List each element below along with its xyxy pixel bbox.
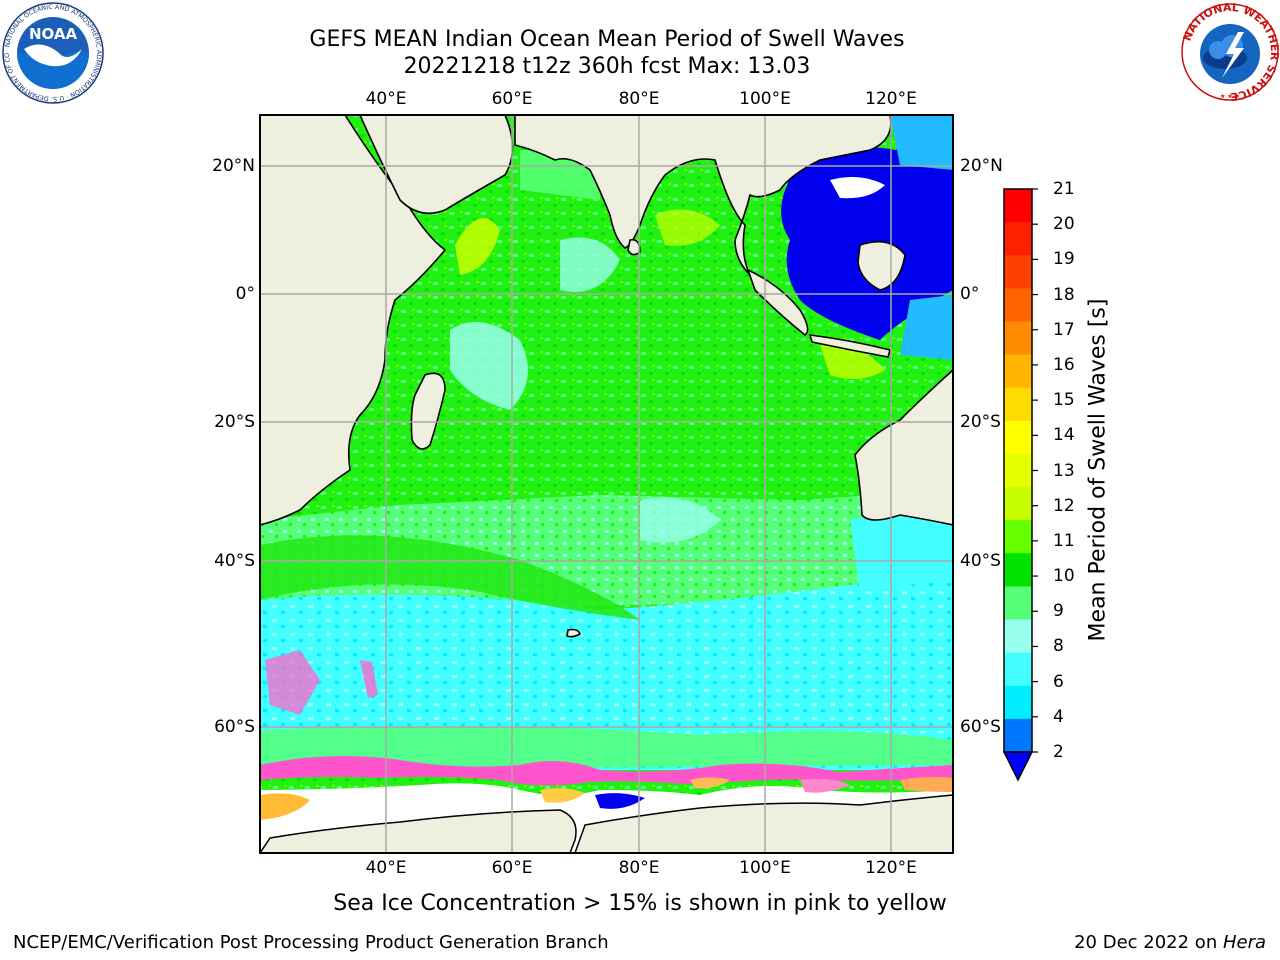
lon-tick-bottom: 40°E: [365, 858, 407, 878]
colorbar-cell: [1004, 189, 1032, 223]
lon-tick-bottom: 100°E: [739, 858, 791, 878]
map-subtitle: 20221218 t12z 360h fcst Max: 13.03: [403, 54, 811, 79]
lat-tick-right: 40°S: [960, 551, 1001, 571]
colorbar-tick-label: 15: [1053, 390, 1075, 411]
india-southeast-asia-land: [514, 115, 892, 276]
gridlines: [260, 115, 953, 853]
lat-tick-left: 40°S: [214, 551, 255, 571]
lat-tick-right: 20°S: [960, 412, 1001, 432]
lat-tick-right: 20°N: [960, 156, 1003, 176]
colorbar-tick-label: 13: [1053, 460, 1075, 481]
colorbar-cell: [1004, 520, 1032, 554]
colorbar-cell: [1004, 255, 1032, 289]
colorbar-tick-label: 17: [1053, 319, 1075, 340]
colorbar-cell: [1004, 321, 1032, 356]
colorbar-cell: [1004, 652, 1032, 687]
map-field: [260, 115, 953, 853]
nws-logo: NATIONAL WEATHER SERVICE ★ ★ ★: [1181, 2, 1280, 102]
sea-ice-caption: Sea Ice Concentration > 15% is shown in …: [333, 891, 947, 916]
colorbar-tick-label: 12: [1053, 495, 1075, 516]
ocean-field-west-australia: [850, 500, 953, 590]
colorbar-cell: [1004, 288, 1032, 322]
colorbar-cell: [1004, 354, 1032, 389]
noaa-logo-text: NOAA: [29, 25, 78, 43]
lat-tick-left: 60°S: [214, 717, 255, 737]
colorbar-tick-label: 21: [1053, 179, 1075, 199]
svg-text:★ ★ ★: ★ ★ ★: [1220, 93, 1240, 100]
lon-tick-top: 100°E: [739, 89, 791, 109]
ocean-field-southern: [260, 570, 953, 770]
colorbar-cell: [1004, 553, 1032, 587]
colorbar-tick-label: 11: [1053, 530, 1075, 551]
colorbar-tick-label: 6: [1053, 671, 1064, 692]
sea-ice-band: [260, 756, 953, 786]
colorbar-cell: [1004, 619, 1032, 654]
colorbar-cell: [1004, 420, 1032, 455]
noaa-logo: NATIONAL OCEANIC AND ATMOSPHERIC ADMINIS…: [2, 2, 104, 104]
colorbar-tick-label: 9: [1053, 601, 1064, 622]
colorbar-tick-label: 10: [1053, 566, 1075, 587]
map-frame: [259, 114, 954, 854]
lat-tick-right: 60°S: [960, 717, 1001, 737]
colorbar: [1002, 188, 1038, 782]
footer-system: Hera: [1222, 932, 1266, 953]
lat-tick-right: 0°: [960, 284, 980, 304]
colorbar-tick-label: 8: [1053, 636, 1064, 657]
colorbar-tick-label: 4: [1053, 706, 1064, 727]
colorbar-tick-label: 20: [1053, 214, 1075, 235]
lon-tick-bottom: 80°E: [618, 858, 660, 878]
footer-date: 20 Dec 2022 on Hera: [1074, 932, 1266, 954]
colorbar-tick-label: 14: [1053, 425, 1075, 446]
colorbar-tick-label: 19: [1053, 249, 1075, 270]
colorbar-cell: [1004, 685, 1032, 720]
colorbar-cell: [1004, 222, 1032, 256]
lon-tick-top: 120°E: [865, 89, 917, 109]
colorbar-tick-label: 18: [1053, 284, 1075, 305]
maritime-seas-low-period: [781, 130, 953, 340]
footer-date-text: 20 Dec 2022 on: [1074, 932, 1223, 953]
madagascar-land: [410, 372, 446, 450]
footer-credit: NCEP/EMC/Verification Post Processing Pr…: [13, 932, 609, 953]
colorbar-cell: [1004, 453, 1032, 488]
sumatra-land: [746, 268, 809, 337]
lon-tick-top: 40°E: [365, 89, 407, 109]
colorbar-cell: [1004, 586, 1032, 621]
lat-tick-left: 20°S: [214, 412, 255, 432]
lon-tick-top: 80°E: [618, 89, 660, 109]
colorbar-tick-label: 2: [1053, 742, 1064, 762]
colorbar-title: Mean Period of Swell Waves [s]: [1085, 298, 1111, 642]
antarctica-land: [574, 794, 953, 853]
lat-tick-left: 0°: [235, 284, 255, 304]
lat-tick-left: 20°N: [212, 156, 255, 176]
lon-tick-bottom: 60°E: [491, 858, 533, 878]
colorbar-extend-arrow: [1002, 751, 1034, 782]
colorbar-cell: [1004, 387, 1032, 422]
lon-tick-top: 60°E: [491, 89, 533, 109]
colorbar-cell: [1004, 718, 1032, 752]
colorbar-cell: [1004, 487, 1032, 521]
map-title: GEFS MEAN Indian Ocean Mean Period of Sw…: [309, 27, 905, 52]
lon-tick-bottom: 120°E: [865, 858, 917, 878]
australia-land: [854, 368, 953, 526]
colorbar-tick-label: 16: [1053, 354, 1075, 375]
